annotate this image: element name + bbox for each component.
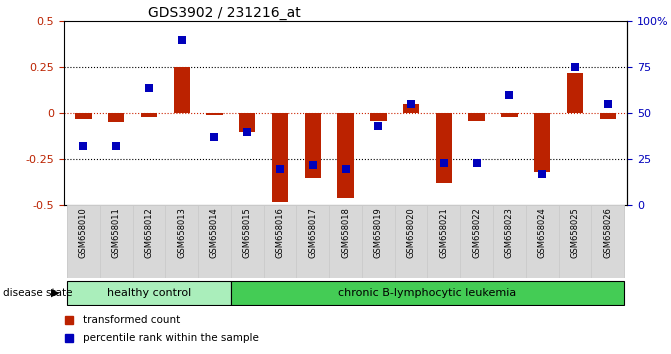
Bar [501,113,517,117]
Bar [338,113,354,198]
Bar [567,73,583,113]
Text: GDS3902 / 231216_at: GDS3902 / 231216_at [148,6,301,20]
Bar [435,113,452,183]
Bar [133,205,165,278]
Bar [493,205,526,278]
Bar [108,113,124,122]
Text: GSM658014: GSM658014 [210,207,219,258]
Text: ▶: ▶ [51,288,59,298]
Bar [165,205,198,278]
Text: GSM658019: GSM658019 [374,207,383,258]
Text: GSM658015: GSM658015 [243,207,252,258]
Bar [403,104,419,113]
Bar [67,281,231,305]
Text: healthy control: healthy control [107,288,191,298]
Text: GSM658012: GSM658012 [144,207,154,258]
Text: GSM658023: GSM658023 [505,207,514,258]
Bar [370,113,386,121]
Text: GSM658017: GSM658017 [308,207,317,258]
Bar [239,113,256,132]
Text: GSM658010: GSM658010 [79,207,88,258]
Bar [427,205,460,278]
Bar [141,113,157,117]
Text: GSM658013: GSM658013 [177,207,187,258]
Bar [305,113,321,178]
Bar [362,205,395,278]
Text: GSM658024: GSM658024 [537,207,547,258]
Bar [272,113,289,202]
Text: transformed count: transformed count [83,315,180,325]
Text: GSM658026: GSM658026 [603,207,612,258]
Text: GSM658025: GSM658025 [570,207,580,258]
Text: chronic B-lymphocytic leukemia: chronic B-lymphocytic leukemia [338,288,517,298]
Bar [460,205,493,278]
Bar [231,281,624,305]
Text: percentile rank within the sample: percentile rank within the sample [83,333,260,343]
Text: disease state: disease state [3,288,73,298]
Bar [100,205,133,278]
Text: GSM658011: GSM658011 [111,207,121,258]
Bar [206,113,223,115]
Bar [264,205,297,278]
Text: GSM658020: GSM658020 [407,207,415,258]
Bar [231,205,264,278]
Bar [329,205,362,278]
Bar [468,113,485,121]
Bar [75,113,92,119]
Bar [558,205,591,278]
Text: GSM658021: GSM658021 [440,207,448,258]
Bar [599,113,616,119]
Bar [67,205,100,278]
Bar [526,205,558,278]
Bar [198,205,231,278]
Text: GSM658018: GSM658018 [341,207,350,258]
Bar [534,113,550,172]
Bar [297,205,329,278]
Bar [395,205,427,278]
Bar [174,67,190,113]
Text: GSM658022: GSM658022 [472,207,481,258]
Text: GSM658016: GSM658016 [276,207,285,258]
Bar [591,205,624,278]
